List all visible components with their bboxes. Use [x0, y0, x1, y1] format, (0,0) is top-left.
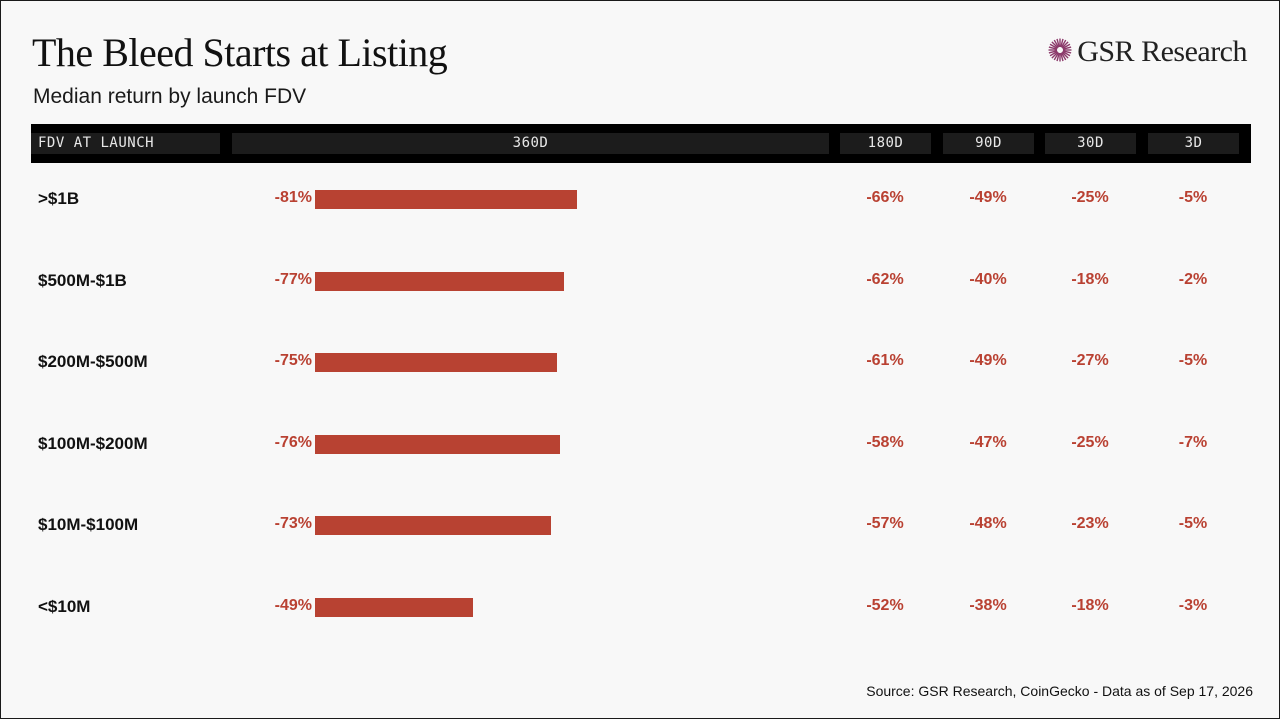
sunburst-logo-icon [1047, 37, 1073, 68]
value-30d: -23% [1071, 515, 1109, 532]
value-30d: -18% [1071, 271, 1109, 288]
value-360d: -49% [274, 597, 312, 614]
value-180d: -57% [866, 515, 904, 532]
value-360d: -81% [274, 189, 312, 206]
value-360d: -76% [274, 434, 312, 451]
chart-subtitle: Median return by launch FDV [33, 85, 307, 108]
row-label: $10M-$100M [38, 515, 139, 534]
value-3d: -5% [1178, 352, 1208, 369]
table-header: FDV AT LAUNCH 360D 180D 90D 30D 3D [31, 124, 1251, 163]
table-row: $500M-$1B -77% -62% -40% -18% -2% [1, 261, 1280, 301]
brand-name: GSR Research [1077, 35, 1247, 68]
table-row: <$10M -49% -52% -38% -18% -3% [1, 587, 1280, 627]
bar-360d [315, 190, 577, 209]
bar-360d [315, 435, 560, 454]
row-label: >$1B [38, 189, 80, 208]
value-30d: -25% [1071, 189, 1109, 206]
value-3d: -7% [1178, 434, 1208, 451]
value-360d: -75% [274, 352, 312, 369]
brand-logo: GSR Research [1047, 35, 1247, 69]
value-180d: -61% [866, 352, 904, 369]
value-180d: -52% [866, 597, 904, 614]
value-90d: -38% [969, 597, 1007, 614]
header-360d: 360D [232, 133, 829, 154]
header-fdv: FDV AT LAUNCH [31, 133, 220, 154]
header-30d: 30D [1045, 133, 1136, 154]
value-90d: -49% [969, 352, 1007, 369]
bar-360d [315, 598, 473, 617]
row-label: <$10M [38, 597, 91, 616]
value-90d: -49% [969, 189, 1007, 206]
value-180d: -66% [866, 189, 904, 206]
value-3d: -3% [1178, 597, 1208, 614]
row-label: $100M-$200M [38, 434, 148, 453]
row-label: $500M-$1B [38, 271, 127, 290]
source-note: Source: GSR Research, CoinGecko - Data a… [866, 683, 1253, 699]
header-180d: 180D [840, 133, 931, 154]
value-180d: -58% [866, 434, 904, 451]
value-360d: -73% [274, 515, 312, 532]
value-90d: -48% [969, 515, 1007, 532]
value-90d: -40% [969, 271, 1007, 288]
value-3d: -5% [1178, 515, 1208, 532]
table-row: $100M-$200M -76% -58% -47% -25% -7% [1, 424, 1280, 464]
value-3d: -2% [1178, 271, 1208, 288]
bar-360d [315, 353, 557, 372]
value-3d: -5% [1178, 189, 1208, 206]
value-30d: -25% [1071, 434, 1109, 451]
bar-360d [315, 272, 564, 291]
header-90d: 90D [943, 133, 1034, 154]
table-row: >$1B -81% -66% -49% -25% -5% [1, 179, 1280, 219]
value-180d: -62% [866, 271, 904, 288]
header-3d: 3D [1148, 133, 1239, 154]
chart-title: The Bleed Starts at Listing [32, 30, 448, 75]
bar-360d [315, 516, 551, 535]
value-360d: -77% [274, 271, 312, 288]
table-row: $200M-$500M -75% -61% -49% -27% -5% [1, 342, 1280, 382]
value-90d: -47% [969, 434, 1007, 451]
value-30d: -18% [1071, 597, 1109, 614]
table-row: $10M-$100M -73% -57% -48% -23% -5% [1, 505, 1280, 545]
row-label: $200M-$500M [38, 352, 148, 371]
value-30d: -27% [1071, 352, 1109, 369]
